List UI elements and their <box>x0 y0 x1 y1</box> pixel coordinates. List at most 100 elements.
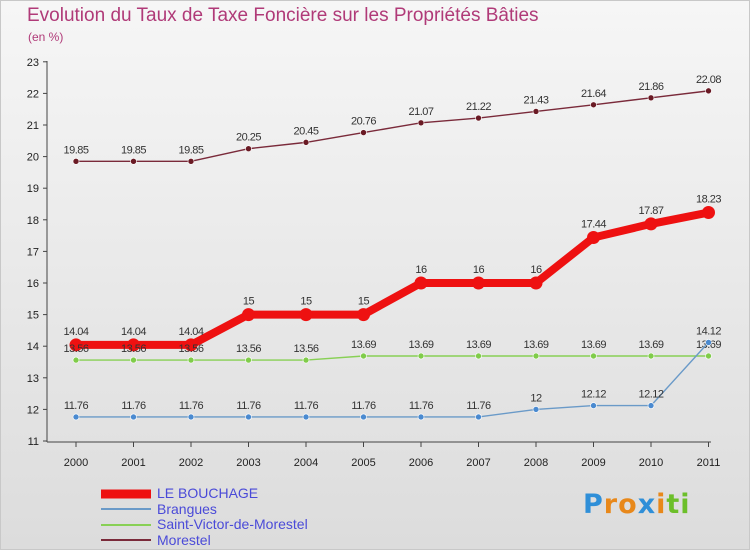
data-point <box>130 356 137 364</box>
logo-letter: t <box>666 489 681 520</box>
data-point <box>360 352 367 360</box>
data-label: 13.56 <box>293 343 318 355</box>
legend-label: Saint-Victor-de-Morestel <box>157 516 308 532</box>
y-tick-label: 12 <box>27 404 39 416</box>
data-label: 19.85 <box>178 144 203 156</box>
data-point <box>647 94 655 102</box>
data-label: 13.69 <box>466 339 491 351</box>
data-point <box>647 402 655 409</box>
x-tick-label: 2007 <box>466 457 490 469</box>
data-point <box>417 352 425 360</box>
data-point <box>130 413 137 421</box>
data-label: 21.22 <box>466 101 491 113</box>
x-tick-label: 2004 <box>294 457 318 469</box>
data-point <box>417 413 425 421</box>
data-point <box>705 339 712 346</box>
data-point <box>587 230 600 244</box>
data-point <box>590 352 597 360</box>
data-point <box>302 356 310 364</box>
data-point <box>414 276 428 290</box>
x-tick-label: 2011 <box>697 457 721 469</box>
data-label: 11.76 <box>409 400 434 412</box>
data-point <box>72 356 80 364</box>
data-point <box>647 352 655 360</box>
data-label: 12.12 <box>581 389 606 401</box>
data-label: 21.64 <box>581 88 606 100</box>
data-point <box>475 413 482 421</box>
data-label: 22.08 <box>696 74 721 86</box>
data-point <box>72 158 80 165</box>
data-point <box>245 145 252 152</box>
data-point <box>472 276 485 290</box>
series-line <box>75 90 710 163</box>
y-tick-label: 15 <box>27 310 39 322</box>
y-tick-label: 20 <box>27 152 39 164</box>
data-label: 13.56 <box>121 343 146 355</box>
y-tick-label: 22 <box>27 88 39 100</box>
y-tick-label: 23 <box>27 57 39 69</box>
data-point <box>299 308 313 322</box>
logo-letter: r <box>603 489 619 520</box>
data-label: 13.69 <box>351 339 376 351</box>
data-label: 20.76 <box>351 116 376 128</box>
x-tick-label: 2002 <box>179 457 203 469</box>
data-point <box>532 406 540 413</box>
data-label: 13.69 <box>581 339 606 351</box>
data-label: 11.76 <box>351 400 376 412</box>
data-point <box>644 217 658 231</box>
y-tick-label: 17 <box>27 246 39 258</box>
data-point <box>245 356 252 364</box>
data-point <box>590 402 597 409</box>
data-point <box>187 356 195 364</box>
x-tick-label: 2006 <box>409 457 433 469</box>
data-label: 17.87 <box>638 205 663 217</box>
y-tick-label: 16 <box>27 278 39 290</box>
y-tick-label: 14 <box>27 341 39 353</box>
data-point <box>184 338 198 352</box>
data-label: 21.86 <box>638 81 663 93</box>
data-label: 16 <box>415 264 427 276</box>
data-label: 17.44 <box>581 218 606 230</box>
legend-swatch <box>101 508 151 511</box>
data-label: 11.76 <box>64 400 89 412</box>
data-point <box>302 413 310 421</box>
data-label: 13.69 <box>523 339 548 351</box>
data-point <box>590 101 597 109</box>
data-label: 12 <box>530 392 542 404</box>
data-label: 15 <box>300 296 312 308</box>
y-tick-label: 11 <box>28 436 39 448</box>
data-point <box>475 352 482 360</box>
data-label: 11.76 <box>236 400 261 412</box>
x-tick-label: 2008 <box>524 457 548 469</box>
y-tick-label: 19 <box>27 183 39 195</box>
data-label: 14.04 <box>178 326 203 338</box>
data-label: 11.76 <box>294 400 319 412</box>
data-label: 19.85 <box>63 144 88 156</box>
x-tick-label: 2001 <box>121 457 145 469</box>
legend-swatch <box>101 539 151 542</box>
data-label: 21.07 <box>408 106 433 118</box>
data-label: 14.04 <box>121 326 146 338</box>
series-line <box>72 208 713 349</box>
data-point <box>532 108 540 115</box>
data-label: 14.04 <box>63 326 88 338</box>
series-line <box>75 341 710 418</box>
data-point <box>702 206 715 220</box>
x-tick-label: 2010 <box>639 457 663 469</box>
logo-letter: P <box>583 489 604 520</box>
data-point <box>705 352 712 360</box>
data-label: 16 <box>473 264 485 276</box>
unit-label: (en %) <box>28 30 64 44</box>
legend-label: Brangues <box>157 500 217 517</box>
y-tick-label: 13 <box>27 373 39 385</box>
series-line <box>75 355 710 361</box>
data-point <box>360 129 367 136</box>
x-tick-label: 2003 <box>236 457 260 469</box>
logo-letter: x <box>637 489 657 520</box>
data-label: 15 <box>243 296 255 308</box>
data-point <box>302 139 310 146</box>
data-label: 13.69 <box>638 339 663 351</box>
data-label: 16 <box>530 264 542 276</box>
data-point <box>242 308 255 322</box>
